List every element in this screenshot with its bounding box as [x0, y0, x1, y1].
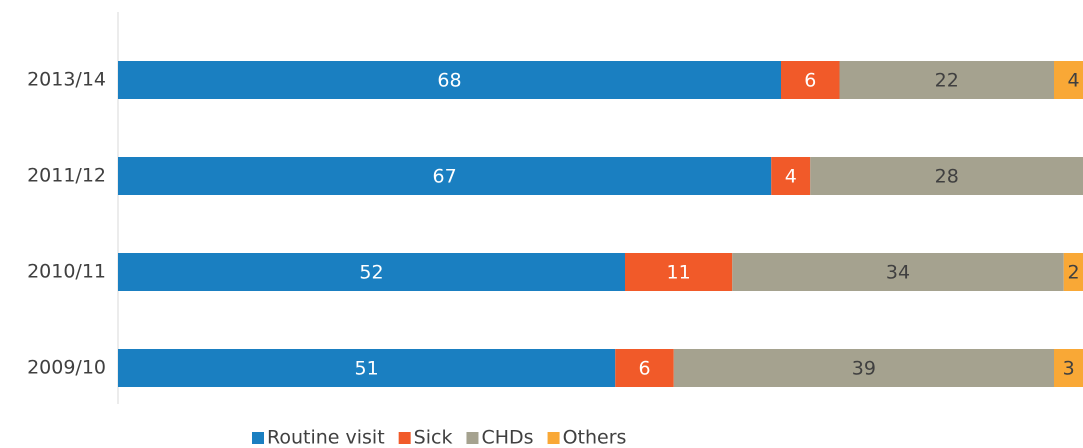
legend-swatch: [466, 432, 479, 444]
data-label: 22: [935, 70, 959, 92]
legend-label: Sick: [414, 427, 453, 448]
data-label: 68: [437, 70, 461, 92]
bar-segment: [1054, 349, 1083, 387]
bar-segment: [781, 61, 840, 99]
bar-segment: [771, 157, 811, 195]
bar-segment: [839, 61, 1054, 99]
data-label: 3: [1063, 358, 1075, 380]
data-label: 52: [359, 262, 383, 284]
y-tick-label: 2009/10: [27, 357, 106, 379]
bar-segment: [118, 253, 625, 291]
data-label: 4: [785, 166, 797, 188]
data-label: 39: [852, 358, 876, 380]
bar-segment: [1054, 61, 1083, 99]
legend-label: Routine visit: [267, 427, 385, 448]
data-label: 11: [667, 262, 691, 284]
legend-swatch: [547, 432, 560, 444]
data-label: 67: [433, 166, 457, 188]
bar-segment: [673, 349, 1054, 387]
data-label: 51: [355, 358, 379, 380]
bar-segment: [732, 253, 1064, 291]
legend-swatch: [398, 432, 411, 444]
data-label: 4: [1067, 70, 1079, 92]
bar-segment: [1063, 253, 1083, 291]
bar-segment: [118, 61, 781, 99]
y-tick-label: 2011/12: [27, 165, 106, 187]
bar-segment: [810, 157, 1083, 195]
legend-label: Others: [563, 427, 627, 448]
data-label: 6: [638, 358, 650, 380]
y-tick-label: 2010/11: [27, 261, 106, 283]
legend-swatch: [252, 432, 264, 444]
bar-segment: [615, 349, 674, 387]
data-label: 6: [804, 70, 816, 92]
data-label: 2: [1067, 262, 1079, 284]
data-label: 28: [935, 166, 959, 188]
bar-segment: [625, 253, 733, 291]
y-tick-label: 2013/14: [27, 69, 106, 91]
bar-segment: [118, 157, 772, 195]
legend-label: CHDs: [481, 427, 533, 448]
bar-segment: [118, 349, 616, 387]
data-label: 34: [886, 262, 910, 284]
